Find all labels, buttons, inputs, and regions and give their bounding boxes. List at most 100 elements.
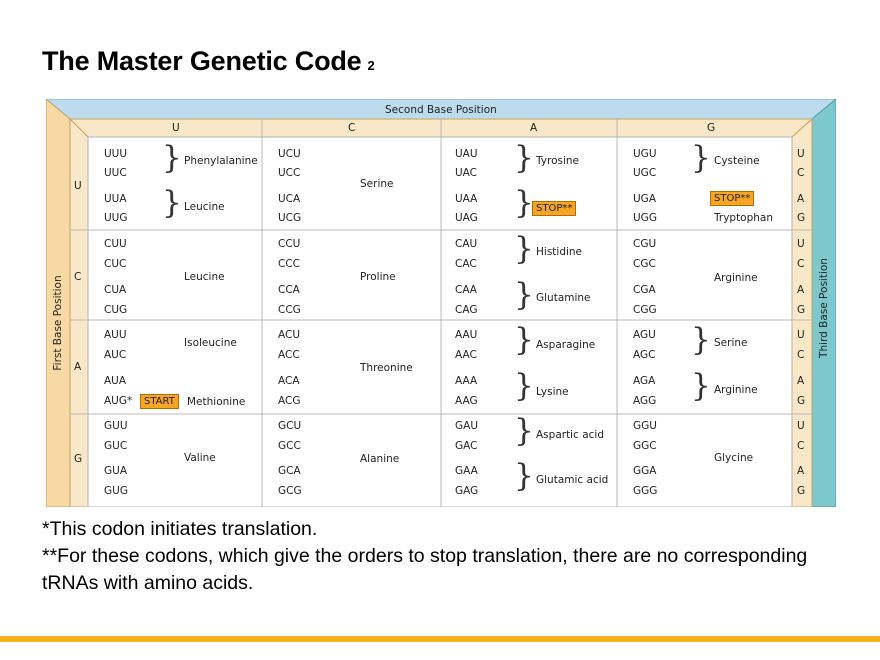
- codon: AAU: [455, 329, 478, 341]
- codon: UUA: [104, 193, 127, 205]
- amino-acid-label: Leucine: [184, 271, 225, 283]
- third-base-position-label: Third Base Position: [818, 258, 830, 358]
- second-base-header: Second Base Position: [385, 104, 497, 116]
- brace: }: [162, 140, 182, 176]
- brace: }: [514, 185, 534, 221]
- third-base-letter: C: [797, 258, 805, 270]
- codon: GGC: [633, 440, 657, 452]
- codon: CUC: [104, 258, 127, 270]
- amino-acid-label: Aspartic acid: [536, 429, 605, 441]
- codon: GUU: [104, 420, 128, 432]
- codon: UCC: [278, 167, 301, 179]
- start-codon-badge: START: [140, 394, 179, 409]
- stop-codon-badge: STOP**: [710, 191, 755, 206]
- codon: CAA: [455, 284, 477, 296]
- third-base-letter: C: [797, 440, 805, 452]
- codon: CGA: [633, 284, 656, 296]
- amino-acid-label: Glycine: [714, 452, 754, 464]
- codon: CUA: [104, 284, 127, 296]
- first-base-g: G: [74, 453, 83, 465]
- codon: AGA: [633, 375, 656, 387]
- codon: UUU: [104, 148, 128, 160]
- amino-acid-label: Threonine: [360, 362, 413, 374]
- table-frame: [46, 99, 836, 507]
- codon: AGG: [633, 395, 657, 407]
- brace: }: [514, 322, 534, 358]
- third-base-letter: U: [797, 148, 805, 160]
- codon: GUG: [104, 485, 128, 497]
- third-base-letter: G: [797, 212, 806, 224]
- footnote-stop-codons: **For these codons, which give the order…: [42, 545, 808, 594]
- third-base-letter: A: [797, 375, 805, 387]
- codon: UCA: [278, 193, 301, 205]
- amino-acid-label: Glutamine: [536, 292, 591, 304]
- codon: AUA: [104, 375, 127, 387]
- genetic-code-table: Second Base Position U C A G First Base …: [46, 99, 836, 507]
- brace: }: [514, 231, 534, 267]
- codon: UGU: [633, 148, 657, 160]
- third-base-letter: U: [797, 329, 805, 341]
- first-base-a: A: [74, 361, 82, 373]
- brace: }: [514, 140, 534, 176]
- second-base-a: A: [530, 122, 538, 134]
- amino-acid-label: Lysine: [536, 386, 569, 398]
- codon: AGC: [633, 349, 656, 361]
- brace: }: [514, 413, 534, 449]
- codon: GAA: [455, 465, 478, 477]
- codon: UGG: [633, 212, 657, 224]
- codon: GCG: [278, 485, 302, 497]
- codon: CGG: [633, 304, 657, 316]
- codon: UAU: [455, 148, 478, 160]
- codon: GAC: [455, 440, 478, 452]
- codon: CCC: [278, 258, 300, 270]
- page-title: The Master Genetic Code 2: [42, 46, 375, 77]
- brace: }: [514, 277, 534, 313]
- amino-acid-label: Leucine: [184, 201, 225, 213]
- codon: GCC: [278, 440, 301, 452]
- amino-acid-label: Cysteine: [714, 155, 760, 167]
- title-subscript: 2: [367, 58, 375, 73]
- codon: CAU: [455, 238, 478, 250]
- codon: ACA: [278, 375, 300, 387]
- amino-acid-label: Tryptophan: [714, 212, 774, 224]
- third-base-letter: C: [797, 167, 805, 179]
- third-base-letter: A: [797, 465, 805, 477]
- codon: GGU: [633, 420, 657, 432]
- first-base-position-label: First Base Position: [52, 275, 64, 371]
- codon: GCU: [278, 420, 302, 432]
- first-base-letter-band: [69, 117, 89, 507]
- codon: CGC: [633, 258, 656, 270]
- amino-acid-label: Tyrosine: [536, 155, 580, 167]
- codon: GAU: [455, 420, 479, 432]
- amino-acid-label: Phenylalanine: [184, 155, 258, 167]
- codon: UCU: [278, 148, 301, 160]
- brace: }: [514, 458, 534, 494]
- amino-acid-label: Valine: [184, 452, 216, 464]
- brace: }: [514, 368, 534, 404]
- codon: UGC: [633, 167, 657, 179]
- amino-acid-label: Arginine: [714, 384, 758, 396]
- first-base-c: C: [74, 271, 82, 283]
- codon: UCG: [278, 212, 302, 224]
- codon: AUC: [104, 349, 127, 361]
- bottom-accent-bar: [0, 636, 880, 642]
- codon: AGU: [633, 329, 656, 341]
- title-text: The Master Genetic Code: [42, 46, 362, 76]
- codon: ACC: [278, 349, 300, 361]
- codon: GGA: [633, 465, 657, 477]
- footnote-start-codon: *This codon initiates translation.: [42, 518, 318, 540]
- codon: AUG*: [104, 395, 133, 407]
- amino-acid-label: Alanine: [360, 453, 400, 465]
- third-base-letter: A: [797, 193, 805, 205]
- codon: CCG: [278, 304, 301, 316]
- codon: AAG: [455, 395, 478, 407]
- codon: UUC: [104, 167, 127, 179]
- third-base-letter: U: [797, 238, 805, 250]
- codon: CUU: [104, 238, 127, 250]
- codon: CCU: [278, 238, 301, 250]
- third-base-letter-band: [791, 117, 813, 507]
- third-base-letter: C: [797, 349, 805, 361]
- codon-grid-area: [87, 136, 793, 507]
- amino-acid-label: Serine: [714, 337, 748, 349]
- amino-acid-label: Arginine: [714, 272, 758, 284]
